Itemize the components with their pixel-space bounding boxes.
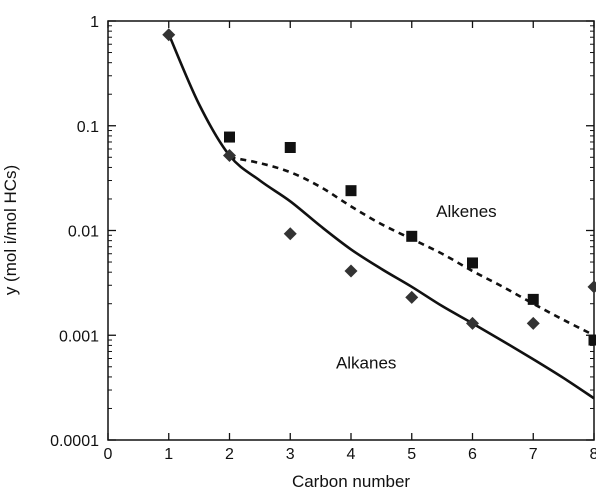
alkane-point [162,28,176,42]
y-tick-label: 0.0001 [50,433,99,450]
x-tick-label: 8 [590,446,596,463]
alkane-point [344,264,358,278]
alkanes-fit-line [167,33,595,400]
y-tick-label: 0.001 [59,328,99,345]
alkane-point [466,316,479,330]
alkene-point [406,230,418,242]
x-tick-label: 4 [347,446,356,463]
alkenes-label: Alkenes [436,202,496,221]
alkene-point [345,185,357,197]
alkane-point [526,316,540,330]
x-tick-label: 1 [164,446,173,463]
fit-lines [167,33,595,400]
plot-frame [107,20,595,441]
x-tick-label: 3 [286,446,295,463]
alkene-point [467,257,478,269]
plot-area-border [107,20,595,441]
x-axis-label: Carbon number [292,472,410,491]
y-tick-label: 0.1 [77,119,99,136]
y-tick-label: 0.01 [68,224,99,241]
y-axis-label: y (mol i/mol HCs) [1,165,20,295]
alkane-point [587,280,596,294]
alkanes-label: Alkanes [336,354,396,373]
data-markers [162,28,596,346]
alkene-point [224,131,235,143]
alkane-point [405,290,419,304]
alkene-point [284,141,296,153]
x-tick-label: 2 [225,446,234,463]
alkene-point [527,293,539,305]
annotations: Alkenes Alkanes [336,202,497,373]
alkane-point [223,148,236,162]
tick-labels: 0 1 2 3 4 5 6 7 8 0.0001 0.001 0.01 0.1 1 [50,14,596,463]
x-tick-label: 0 [104,446,113,463]
x-tick-label: 5 [407,446,416,463]
x-tick-label: 6 [468,446,477,463]
y-tick-label: 1 [90,14,99,31]
tick-marks [107,20,595,441]
alkenes-fit-line [229,156,595,337]
alkene-point [588,334,596,346]
x-tick-label: 7 [529,446,538,463]
alkane-point [283,227,297,241]
